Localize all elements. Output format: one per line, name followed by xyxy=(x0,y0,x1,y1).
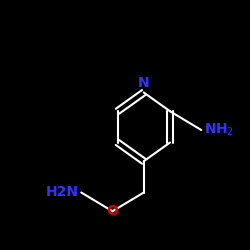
Text: NH$_2$: NH$_2$ xyxy=(204,122,234,138)
Text: H2N: H2N xyxy=(46,186,79,200)
Text: N: N xyxy=(138,76,149,90)
Text: O: O xyxy=(106,204,118,218)
